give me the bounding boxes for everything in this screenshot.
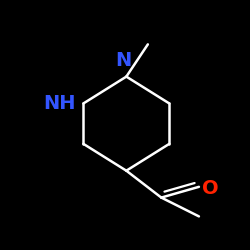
Text: NH: NH [43,94,75,113]
Text: O: O [202,179,218,198]
Text: N: N [116,51,132,70]
